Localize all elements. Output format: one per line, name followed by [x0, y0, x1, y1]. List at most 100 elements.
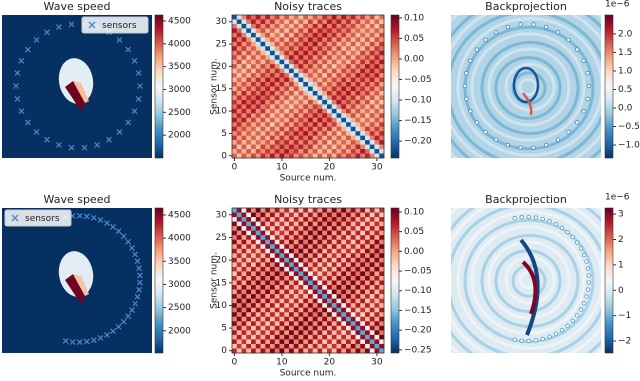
heatmap-cell: [289, 257, 295, 263]
heatmap-cell: [255, 144, 261, 150]
heatmap-cell: [298, 77, 304, 83]
heatmap-cell: [246, 32, 252, 38]
heatmap-cell: [365, 131, 371, 136]
heatmap-cell: [251, 316, 257, 322]
heatmap-cell: [246, 82, 252, 87]
heatmap-cell: [251, 303, 257, 308]
heatmap-cell: [246, 298, 252, 304]
heatmap-cell: [270, 289, 276, 295]
heatmap-cell: [336, 122, 342, 128]
sensor-ring-dot: [584, 294, 589, 299]
heatmap-cell: [331, 122, 337, 128]
heatmap-cell: [289, 41, 295, 47]
heatmap-cell: [251, 86, 257, 92]
heatmap-cell: [260, 235, 266, 241]
heatmap-cell: [265, 64, 271, 69]
heatmap-cell: [265, 108, 271, 114]
heatmap-cell: [336, 55, 342, 60]
heatmap-cell: [289, 271, 295, 277]
heatmap-cell: [341, 55, 347, 60]
heatmap-cell: [322, 235, 328, 241]
heatmap-cell: [317, 140, 323, 145]
heatmap-cell: [360, 307, 366, 313]
heatmap-cell: [355, 294, 361, 299]
heatmap-cell: [232, 117, 238, 123]
heatmap-cell: [369, 19, 375, 25]
sensor-ring-dot: [540, 216, 545, 222]
heatmap-cell: [303, 68, 309, 74]
heatmap-cell: [308, 239, 314, 245]
heatmap-cell: [374, 46, 380, 52]
heatmap-cell: [308, 275, 314, 281]
heatmap-cell: [360, 348, 366, 354]
heatmap-cell: [293, 294, 299, 299]
heatmap-cell: [336, 294, 342, 299]
heatmap-cell: [232, 32, 238, 38]
heatmap-cell: [298, 271, 304, 277]
heatmap-cell: [336, 131, 342, 136]
heatmap-cell: [284, 46, 290, 52]
heatmap-cell: [336, 50, 342, 56]
heatmap-cell: [303, 90, 309, 96]
heatmap-cell: [312, 212, 318, 218]
heatmap-cell: [336, 108, 342, 114]
heatmap-cell: [279, 122, 285, 128]
heatmap-cell: [289, 73, 295, 78]
colorbar-tick-label: −0.5: [618, 122, 640, 132]
heatmap-cell: [303, 330, 309, 336]
heatmap-cell: [298, 280, 304, 286]
heatmap-cell: [341, 348, 347, 354]
colorbar: [604, 207, 614, 354]
heatmap-cell: [350, 135, 356, 141]
heatmap-cell: [365, 108, 371, 114]
heatmap-cell: [369, 55, 375, 60]
heatmap-cell: [336, 339, 342, 345]
colorbar-tick-label: 4500: [168, 16, 191, 26]
heatmap-cell: [284, 303, 290, 308]
heatmap-cell: [232, 28, 238, 34]
heatmap-cell: [265, 122, 271, 128]
sensor-marker: [125, 313, 132, 320]
heatmap-cell: [346, 248, 352, 254]
x-tick-label: 0: [232, 358, 238, 368]
y-tick-label: 20: [216, 62, 228, 72]
heatmap-cell: [284, 95, 290, 101]
heatmap-cell: [241, 262, 247, 268]
heatmap-cell: [346, 343, 352, 349]
heatmap-cell: [289, 68, 295, 74]
heatmap-cell: [236, 321, 242, 327]
heatmap-cell: [369, 50, 375, 56]
heatmap-cell: [379, 321, 385, 327]
heatmap-cell: [308, 316, 314, 322]
heatmap-cell: [369, 37, 375, 43]
heatmap-cell: [346, 208, 352, 213]
heatmap-cell: [308, 135, 314, 141]
heatmap-cell: [374, 50, 380, 56]
colorbar-tick-label: 0.05: [404, 34, 424, 44]
heatmap-cell: [289, 307, 295, 313]
heatmap-cell: [336, 244, 342, 250]
sensor-marker: [69, 339, 76, 345]
heatmap-cell: [355, 266, 361, 272]
heatmap-cell: [331, 289, 337, 295]
heatmap-cell: [260, 303, 266, 308]
heatmap-cell: [312, 248, 318, 254]
heatmap-cell: [251, 325, 257, 331]
heatmap-cell: [346, 226, 352, 231]
heatmap-cell: [327, 239, 333, 245]
heatmap-cell: [270, 330, 276, 336]
heatmap-cell: [331, 50, 337, 56]
heatmap-cell: [346, 339, 352, 345]
heatmap-cell: [355, 23, 361, 29]
heatmap-cell: [251, 46, 257, 52]
heatmap-cell: [279, 316, 285, 322]
heatmap-cell: [289, 339, 295, 345]
heatmap-cell: [298, 99, 304, 105]
heatmap-cell: [365, 113, 371, 119]
heatmap-cell: [293, 330, 299, 336]
heatmap-cell: [293, 77, 299, 83]
heatmap-cell: [317, 307, 323, 313]
heatmap-cell: [232, 122, 238, 128]
heatmap-cell: [308, 90, 314, 96]
colorbar-tick-label: −2: [618, 337, 631, 347]
